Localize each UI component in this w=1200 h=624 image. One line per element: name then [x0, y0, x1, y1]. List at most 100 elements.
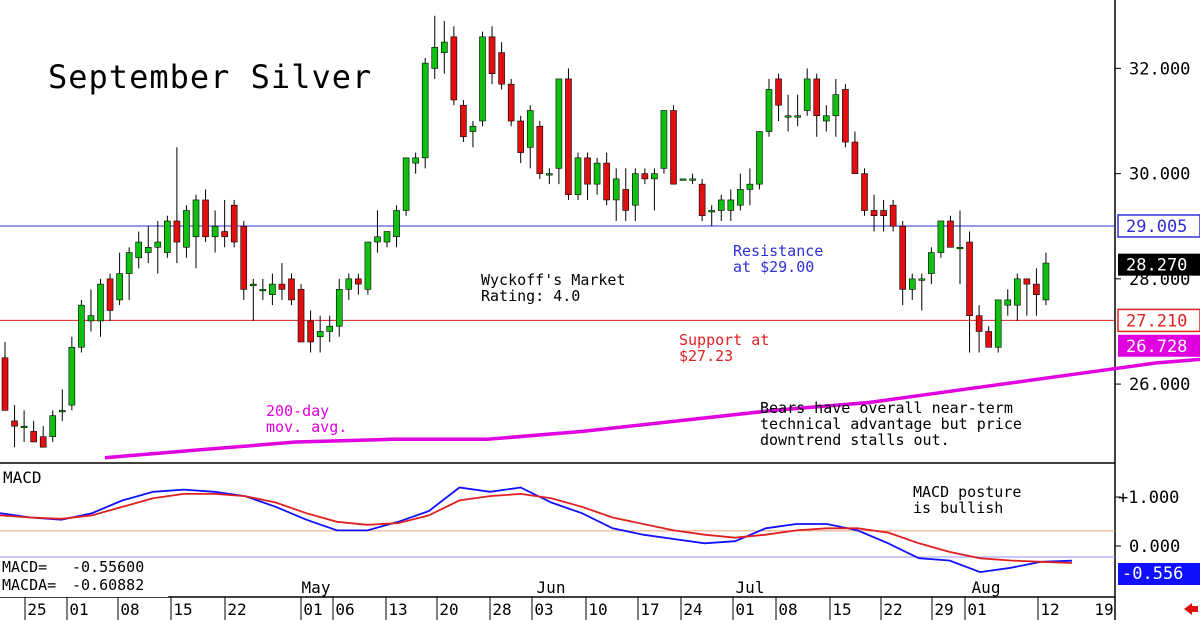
- date-tick-label: 28: [492, 600, 511, 619]
- candle-body: [68, 346, 76, 406]
- candle-body: [440, 41, 448, 53]
- candle-body: [39, 436, 47, 448]
- candle-body: [230, 204, 238, 243]
- macd-annotation-line: MACD posture: [913, 483, 1021, 501]
- candle-body: [813, 78, 821, 117]
- candle-body: [393, 210, 400, 238]
- candle-body: [928, 252, 935, 274]
- candle-body: [994, 299, 1002, 348]
- candle-body: [460, 104, 467, 138]
- candle-body: [412, 157, 419, 164]
- candle-body: [135, 241, 142, 259]
- candle-body: [173, 220, 181, 243]
- candle-body: [918, 278, 926, 281]
- candle-body: [765, 89, 773, 132]
- moving-average-annotation-line: 200-day: [266, 402, 329, 420]
- candle-body: [106, 278, 114, 311]
- date-tick-label: 22: [227, 600, 246, 619]
- candle-body: [775, 78, 782, 106]
- last-price-badge: [1118, 253, 1200, 276]
- rating-annotation-line: Wyckoff's Market: [481, 271, 626, 289]
- date-tick-label: 15: [832, 600, 851, 619]
- candle-body: [183, 210, 190, 248]
- candle-body: [469, 125, 477, 132]
- candle-body: [1023, 278, 1031, 285]
- date-tick-label: 22: [883, 600, 902, 619]
- candle-body: [49, 415, 57, 437]
- date-tick-label: 08: [120, 600, 139, 619]
- candle-body: [937, 220, 945, 253]
- date-tick-label: 15: [173, 600, 192, 619]
- bears-annotation-line: downtrend stalls out.: [760, 431, 950, 449]
- candle-body: [221, 231, 228, 238]
- candle-body: [192, 199, 200, 238]
- candle-body: [297, 289, 305, 343]
- last-price-label: 28.270: [1126, 256, 1187, 276]
- candle-body: [507, 83, 515, 122]
- moving-average-label: 26.728: [1126, 337, 1187, 357]
- candle-body: [708, 210, 716, 213]
- candle-body: [154, 241, 162, 248]
- date-tick-label: 25: [27, 600, 46, 619]
- candle-body: [1042, 262, 1050, 301]
- candle-body: [125, 252, 133, 274]
- support-badge: [1117, 308, 1200, 333]
- price-tick-label: 30.000: [1129, 165, 1190, 185]
- candle-body: [565, 78, 572, 195]
- date-tick-label: 01: [69, 600, 88, 619]
- candle-body: [374, 236, 381, 243]
- candle-body: [689, 178, 696, 181]
- bears-annotation-line: Bears have overall near-term: [760, 399, 1013, 417]
- date-tick-label: 24: [683, 600, 702, 619]
- candle-body: [603, 162, 610, 201]
- candle-body: [383, 231, 391, 243]
- candle-body: [670, 110, 677, 185]
- date-tick-label: 01: [967, 600, 986, 619]
- candle-body: [784, 115, 792, 118]
- candle-body: [899, 225, 907, 290]
- bears-annotation-line: technical advantage but price: [760, 415, 1022, 433]
- candle-body: [58, 410, 66, 413]
- candle-body: [555, 78, 563, 169]
- candle-body: [431, 47, 439, 69]
- candle-body: [164, 220, 171, 253]
- moving-average-line: [104, 357, 1200, 460]
- candle-body: [660, 110, 668, 169]
- candle-body: [421, 62, 429, 159]
- candle-body: [259, 289, 267, 292]
- macd-readout-label: MACDA=: [2, 576, 56, 594]
- month-label: Jun: [537, 578, 566, 597]
- candle-body: [488, 36, 496, 74]
- candle-body: [737, 189, 744, 206]
- candle-body: [956, 246, 964, 250]
- candle-body: [97, 283, 104, 322]
- date-tick-label: 06: [335, 600, 354, 619]
- candle-body: [479, 36, 486, 122]
- date-tick-label: 12: [1040, 600, 1059, 619]
- candle-body: [593, 162, 601, 185]
- candle-body: [756, 131, 763, 185]
- support-annotation-line: Support at: [679, 331, 769, 349]
- date-tick-label: 03: [534, 600, 553, 619]
- candle-body: [335, 289, 343, 327]
- candle-body: [326, 325, 334, 332]
- macd-readout-box: [0, 558, 168, 597]
- candle-body: [240, 225, 248, 290]
- month-label: May: [302, 578, 331, 597]
- date-tick-label: 08: [778, 600, 797, 619]
- scroll-left-arrow-icon: [1184, 603, 1198, 615]
- candle-body: [985, 331, 992, 348]
- candle-body: [250, 283, 257, 286]
- macd-badge: [1118, 563, 1200, 585]
- moving-average-annotation-line: mov. avg.: [266, 418, 347, 436]
- candle-body: [355, 278, 362, 285]
- candle-body: [975, 315, 983, 332]
- rating-annotation-line: Rating: 4.0: [481, 287, 580, 305]
- resistance-badge-label: 29.005: [1126, 217, 1187, 237]
- candle-body: [612, 178, 620, 201]
- candle-body: [116, 273, 123, 301]
- candle-body: [20, 425, 28, 428]
- candle-body: [746, 183, 754, 190]
- price-tick-label: 26.000: [1129, 375, 1190, 395]
